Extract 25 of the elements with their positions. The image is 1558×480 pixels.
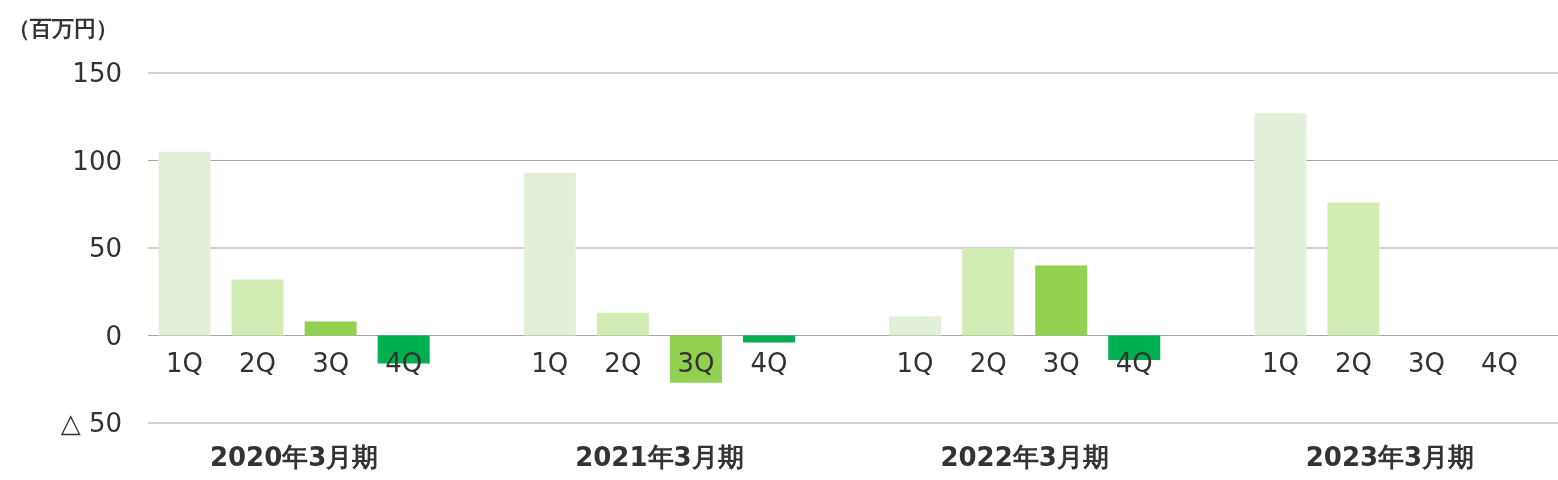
x-tick-label: 3Q	[677, 347, 715, 378]
text: 2021年3月期	[575, 442, 744, 472]
y-tick-label: 150	[72, 58, 122, 89]
y-axis-title: （百万円）	[8, 16, 118, 41]
x-tick-label: 3Q	[1407, 347, 1446, 378]
x-tick-label: 2Q	[1334, 347, 1372, 378]
x-tick-label: 3Q	[1042, 347, 1080, 378]
x-tick-label: 4Q	[1481, 347, 1519, 378]
x-tick-label: 2Q	[239, 347, 277, 378]
x-tick-label: 3Q	[312, 347, 350, 378]
y-tick-label: 0	[105, 320, 122, 351]
x-tick-label: 2Q	[604, 347, 642, 378]
text: 2022年3月期	[940, 442, 1109, 472]
y-tick-label: 100	[72, 145, 122, 176]
x-tick-label: 4Q	[385, 347, 423, 378]
x-tick-label: 1Q	[531, 347, 569, 378]
text: 2023年3月期	[1305, 442, 1475, 472]
y-tick-label: 50	[88, 233, 122, 264]
x-tick-label: 1Q	[166, 347, 204, 378]
x-tick-label: 1Q	[896, 347, 934, 378]
x-tick-label: 1Q	[1261, 347, 1299, 378]
x-tick-label: 4Q	[750, 347, 788, 378]
x-tick-label: 2Q	[969, 347, 1007, 378]
y-tick-label: △ 50	[60, 408, 122, 439]
text: 2020年3月期	[209, 442, 379, 472]
